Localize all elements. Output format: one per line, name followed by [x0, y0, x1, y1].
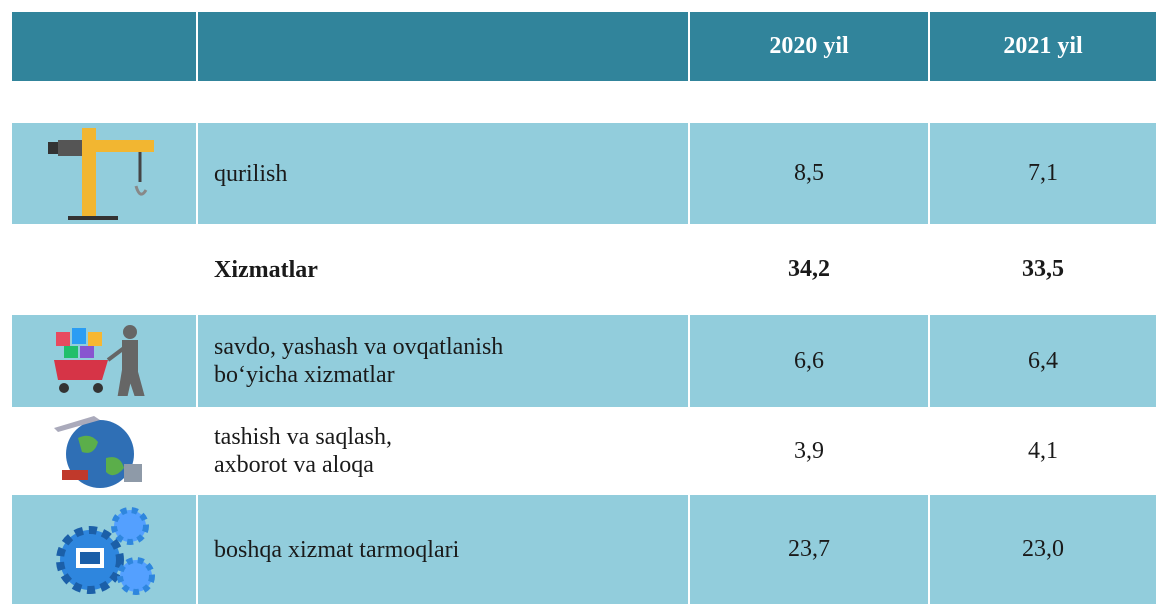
row-label: savdo, yashash va ovqatlanish bo‘yicha xi…	[198, 315, 688, 407]
label-line: axborot va aloqa	[214, 452, 374, 478]
value-cell: 8,5	[690, 123, 928, 224]
header-cell: 2020 yil	[690, 12, 928, 81]
header-cell	[12, 12, 196, 81]
value-cell: 33,5	[1022, 256, 1064, 282]
row-label: boshqa xizmat tarmoqlari	[198, 495, 688, 604]
globe-icon	[54, 416, 142, 488]
value-cell: 7,1	[930, 123, 1156, 224]
label-line: Xizmatlar	[214, 256, 318, 283]
value-cell: 6,6	[690, 315, 928, 407]
row-label: Xizmatlar	[198, 224, 688, 315]
label-line: savdo, yashash va ovqatlanish	[214, 334, 504, 360]
crane-icon	[48, 128, 154, 220]
icon-cell	[12, 224, 196, 315]
value-cell: 3,9	[794, 437, 824, 464]
label-line: boshqa xizmat tarmoqlari	[214, 536, 460, 563]
cart-icon	[54, 325, 145, 396]
label-line: bo‘yicha xizmatlar	[214, 362, 395, 388]
header-cell	[198, 12, 688, 81]
value-cell: 23,0	[930, 495, 1156, 604]
value-cell: 23,7	[690, 495, 928, 604]
row-label: tashish va saqlash, axborot va aloqa	[198, 407, 688, 495]
label-line: tashish va saqlash,	[214, 424, 392, 450]
value-cell: 6,4	[930, 315, 1156, 407]
gears-icon	[56, 507, 155, 595]
row-label: qurilish	[198, 123, 688, 224]
value-cell: 4,1	[1028, 437, 1058, 464]
label-line: qurilish	[214, 160, 288, 187]
icon-cell	[12, 123, 196, 224]
value-cell: 34,2	[788, 256, 830, 282]
header-cell: 2021 yil	[930, 12, 1156, 81]
